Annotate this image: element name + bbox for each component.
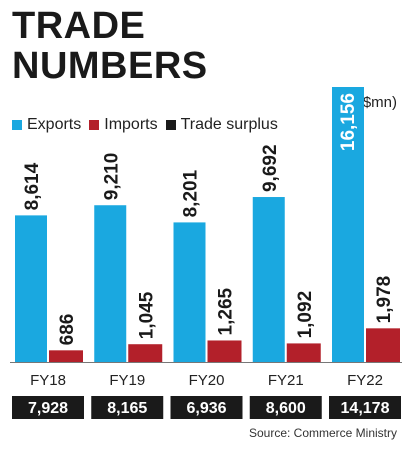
bar-exports-fy19 (94, 205, 127, 362)
bar-exports-fy18 (15, 215, 47, 362)
bar-imports-fy21 (286, 343, 321, 362)
legend-swatch-trade-surplus (165, 120, 176, 130)
bar-exports-fy22 (332, 87, 364, 362)
chart-title: TRADE NUMBERS (12, 6, 208, 86)
legend-item-trade-surplus: Trade surplus (165, 116, 278, 134)
data-label-imports-fy21: 1,092 (295, 291, 316, 339)
legend-item-exports: Exports (12, 116, 81, 134)
legend: Exports Imports Trade surplus (12, 116, 278, 134)
bar-imports-fy18 (49, 350, 83, 362)
data-label-imports-fy18: 686 (57, 314, 78, 346)
chart-title-line-2: NUMBERS (12, 45, 208, 87)
bar-exports-fy20 (173, 222, 206, 362)
surplus-box-fy18 (12, 396, 84, 419)
legend-label-imports: Imports (104, 116, 158, 133)
surplus-box-fy21 (249, 396, 322, 419)
data-label-exports-fy20: 8,201 (181, 169, 202, 217)
surplus-label-fy18: 7,928 (28, 400, 68, 417)
bar-exports-fy21 (252, 197, 285, 362)
surplus-label-fy21: 8,600 (266, 400, 306, 417)
data-label-exports-fy19: 9,210 (101, 153, 122, 201)
surplus-label-fy22: 14,178 (341, 400, 390, 417)
data-label-imports-fy20: 1,265 (216, 287, 237, 335)
chart-title-line-1: TRADE (12, 5, 146, 47)
legend-label-trade-surplus: Trade surplus (180, 116, 278, 133)
legend-item-imports: Imports (89, 116, 158, 134)
legend-swatch-imports (89, 120, 100, 130)
x-tick-label-fy20: FY20 (189, 372, 225, 389)
legend-swatch-exports (12, 120, 22, 130)
bar-imports-fy22 (366, 328, 400, 362)
data-label-imports-fy19: 1,045 (136, 291, 157, 339)
x-tick-label-fy21: FY21 (268, 372, 304, 389)
x-tick-label-fy18: FY18 (30, 372, 66, 389)
legend-label-exports: Exports (27, 116, 82, 133)
source-note: Source: Commerce Ministry (248, 426, 397, 440)
surplus-label-fy20: 6,936 (186, 400, 226, 417)
data-label-exports-fy21: 9,692 (260, 144, 281, 192)
surplus-box-fy22 (329, 396, 401, 419)
x-tick-label-fy22: FY22 (347, 372, 383, 389)
bar-imports-fy19 (128, 344, 163, 362)
data-label-imports-fy22: 1,978 (374, 276, 395, 324)
data-label-exports-fy22: 16,156 (338, 93, 359, 151)
data-label-exports-fy18: 8,614 (22, 162, 43, 210)
x-tick-label-fy19: FY19 (109, 372, 145, 389)
surplus-box-fy20 (170, 396, 243, 419)
surplus-box-fy19 (91, 396, 164, 419)
surplus-label-fy19: 8,165 (107, 400, 147, 417)
bar-imports-fy20 (207, 340, 242, 362)
